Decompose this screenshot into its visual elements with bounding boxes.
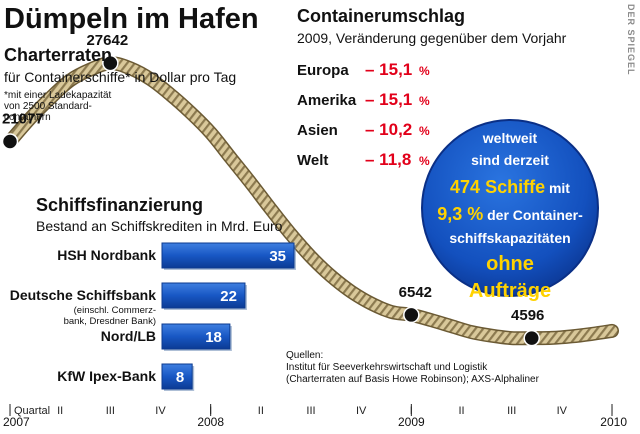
container-title: Containerumschlag [297, 6, 465, 26]
bank-name: HSH Nordbank [57, 247, 156, 263]
source-line: Institut für Seeverkehrswirtschaft und L… [286, 362, 488, 373]
quarter-tick-label: II [458, 405, 464, 417]
bank-name: Deutsche Schiffsbank [10, 287, 156, 303]
container-table: Europa – 15,1 % Amerika – 15,1 % Asien – 10,2 % W… [297, 60, 430, 169]
circle-text-part: mit [545, 180, 570, 196]
data-label: 27642 [86, 32, 128, 49]
finance-subtitle: Bestand an Schiffskrediten in Mrd. Euro [36, 218, 283, 234]
region-label: Welt [297, 152, 328, 169]
x-axis: IIIIIIIVIIIIIIIVIIIIIIIVI200720082009201… [3, 404, 627, 429]
circle-text-part: der Container- [483, 207, 583, 223]
year-label: 2007 [3, 415, 30, 429]
circle-text: weltweit sind derzeit 474 Schiffe mit 9,3 %… [437, 130, 583, 302]
bank-bar [161, 323, 231, 350]
year-label: 2009 [398, 415, 425, 429]
bank-value: 22 [220, 288, 237, 305]
bank-bar [161, 242, 295, 269]
bank-bar [161, 363, 193, 390]
quarter-tick-label: III [106, 405, 115, 417]
circle-line: weltweit [482, 130, 538, 146]
data-label: 6542 [399, 284, 432, 301]
footnote-line: von 2500 Standard- [4, 101, 92, 112]
region-unit: % [419, 64, 430, 78]
region-label: Amerika [297, 92, 357, 109]
data-point [1, 133, 19, 150]
region-value: – 10,2 [365, 120, 412, 139]
charter-subtitle: für Containerschiffe* in Dollar pro Tag [4, 69, 236, 85]
finance-title: Schiffsfinanzierung [36, 195, 203, 215]
circle-text-part: sind derzeit [471, 152, 549, 168]
source-line: Quellen: [286, 350, 323, 361]
footnote-line: containern [4, 112, 51, 123]
circle-highlight: ohne [486, 253, 534, 275]
footnote-line: *mit einer Ladekapazität [4, 90, 112, 101]
region-value: – 15,1 [365, 90, 412, 109]
quarter-tick-label: II [258, 405, 264, 417]
data-label: 21077 [2, 110, 44, 127]
data-label: 4596 [511, 307, 544, 324]
charter-title: Charterraten [4, 45, 112, 65]
quarter-tick-label: IV [155, 405, 166, 417]
year-label: 2010 [600, 415, 627, 429]
circle-text-part: schiffskapazitäten [449, 230, 570, 246]
circle-highlight: 474 Schiffe [450, 177, 545, 197]
page-title: Dümpeln im Hafen [4, 3, 259, 35]
bank-value: 35 [269, 248, 286, 265]
quarter-tick-label: II [57, 405, 63, 417]
charter-point-labels: 21077 27642 6542 4596 [2, 32, 544, 324]
quarter-tick-label: III [306, 405, 315, 417]
bank-name: Nord/LB [101, 328, 156, 344]
quarter-tick-label: IV [557, 405, 568, 417]
region-unit: % [419, 154, 430, 168]
source-line: (Charterraten auf Basis Howe Robinson); … [286, 374, 540, 385]
sources: Quellen:Institut für Seeverkehrswirtscha… [286, 350, 540, 385]
circle-line: 9,3 % der Container- [437, 204, 583, 224]
quarter-tick-label: III [507, 405, 516, 417]
circle-highlight: 9,3 % [437, 204, 483, 224]
circle-line: 474 Schiffe mit [450, 177, 570, 197]
data-point [102, 54, 119, 72]
circle-line: schiffskapazitäten [449, 230, 570, 246]
charter-points [1, 54, 540, 347]
bank-bar [161, 282, 246, 309]
quarter-tick-label: IV [356, 405, 367, 417]
quarter-axis-label: Quartal [14, 405, 50, 417]
circle-line: sind derzeit [471, 152, 549, 168]
container-subtitle: 2009, Veränderung gegenüber dem Vorjahr [297, 30, 567, 46]
region-unit: % [419, 94, 430, 108]
bank-value: 18 [205, 329, 222, 346]
region-label: Asien [297, 122, 338, 139]
circle-highlight: Aufträge [469, 280, 551, 302]
data-point [523, 329, 540, 347]
bank-note: (einschl. Commerz- [74, 305, 156, 316]
region-value: – 11,8 [365, 150, 411, 169]
bank-value: 8 [176, 369, 184, 386]
bank-name: KfW Ipex-Bank [57, 368, 156, 384]
circle-line: Aufträge [469, 280, 551, 302]
year-label: 2008 [197, 415, 224, 429]
watermark: DER SPIEGEL [626, 4, 636, 76]
bank-note: bank, Dresdner Bank) [64, 316, 156, 327]
region-unit: % [419, 124, 430, 138]
data-point [403, 306, 420, 324]
region-value: – 15,1 [365, 60, 412, 79]
region-label: Europa [297, 62, 349, 79]
orders-circle: weltweit sind derzeit 474 Schiffe mit 9,3 %… [421, 119, 599, 302]
finance-bar-chart: 35 HSH Nordbank 22 Deutsche Schiffsbank (ein… [10, 242, 296, 391]
circle-line: ohne [486, 253, 534, 275]
circle-background [421, 119, 599, 297]
circle-text-part: weltweit [482, 130, 538, 146]
